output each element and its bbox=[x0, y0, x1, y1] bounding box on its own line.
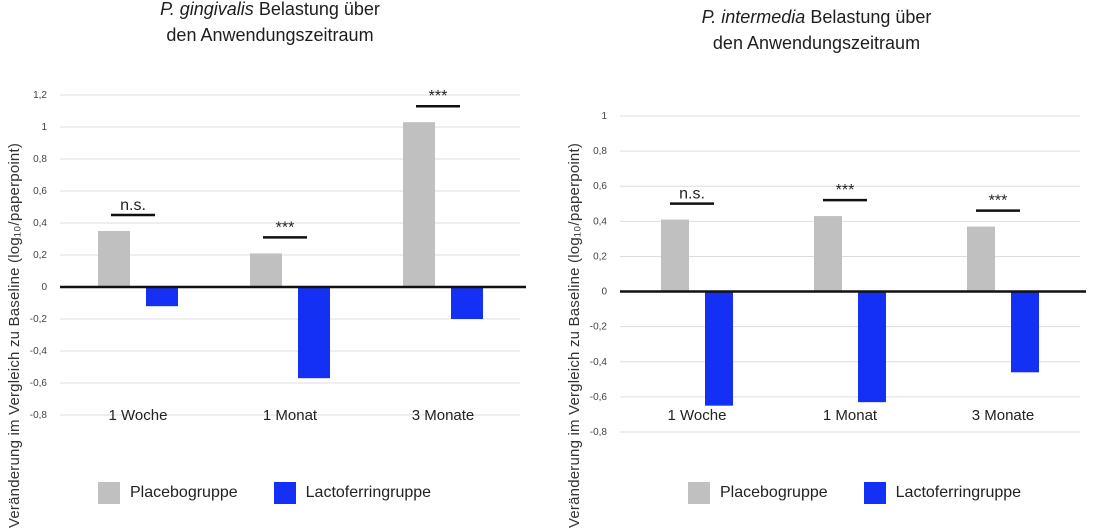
legend-label-placebo: Placebogruppe bbox=[130, 484, 238, 501]
y-tick-label: -0,2 bbox=[30, 314, 48, 325]
y-tick-label: 0,8 bbox=[33, 154, 47, 165]
lactoferrin-bar bbox=[146, 287, 178, 307]
chart-panel-gingivalis: P. gingivalis Belastung über den Anwendu… bbox=[0, 0, 540, 532]
chart-panel-intermedia: P. intermedia Belastung über den Anwendu… bbox=[560, 0, 1093, 532]
bar-chart-gingivalis: -0,8 -0,6 -0,4 -0,2 0 0,2 0,4 0,6 0,8 1 1,2 1 Woche… bbox=[30, 88, 526, 424]
y-tick-label: -0,8 bbox=[30, 410, 48, 421]
x-category-label: 1 Woche bbox=[668, 407, 727, 424]
y-tick-label: -0,6 bbox=[590, 392, 608, 403]
legend: Placebogruppe Lactoferringruppe bbox=[98, 482, 467, 504]
legend: Placebogruppe Lactoferringruppe bbox=[688, 482, 1057, 504]
chart-title-italic: P. intermedia bbox=[701, 7, 806, 27]
legend-item-lactoferrin: Lactoferringruppe bbox=[273, 482, 432, 504]
placebo-bar bbox=[250, 253, 282, 287]
lactoferrin-bar bbox=[705, 291, 733, 406]
legend-swatch-placebo bbox=[98, 482, 120, 504]
y-tick-label: 0,4 bbox=[593, 216, 607, 227]
lactoferrin-bar bbox=[298, 287, 330, 379]
significance-label: n.s. bbox=[120, 197, 146, 214]
y-tick-label: -0,6 bbox=[30, 378, 48, 389]
y-tick-label: 0,2 bbox=[33, 250, 47, 261]
x-category-label: 1 Woche bbox=[109, 407, 168, 424]
significance-label: *** bbox=[429, 88, 448, 105]
x-category-label: 3 Monate bbox=[972, 407, 1035, 424]
placebo-bar bbox=[403, 122, 435, 287]
x-category-label: 1 Monat bbox=[263, 407, 318, 424]
chart-title-rest: Belastung über bbox=[805, 7, 932, 27]
y-tick-label: 0 bbox=[41, 282, 47, 293]
y-tick-label: 1 bbox=[601, 111, 607, 122]
x-category-label: 1 Monat bbox=[823, 407, 878, 424]
y-tick-label: 0,4 bbox=[33, 218, 47, 229]
y-tick-label: 0,6 bbox=[593, 181, 607, 192]
significance-label: *** bbox=[989, 193, 1008, 210]
y-tick-label: -0,4 bbox=[30, 346, 48, 357]
y-tick-label: -0,8 bbox=[590, 427, 608, 438]
lactoferrin-bar bbox=[858, 291, 886, 403]
legend-label-lactoferrin: Lactoferringruppe bbox=[305, 484, 432, 501]
chart-title-line2: den Anwendungszeitraum bbox=[166, 25, 374, 45]
legend-swatch-lactoferrin bbox=[863, 482, 886, 504]
legend-item-placebo: Placebogruppe bbox=[688, 482, 828, 504]
placebo-bar bbox=[814, 216, 842, 292]
placebo-bar bbox=[967, 226, 995, 292]
placebo-bar bbox=[98, 231, 130, 287]
placebo-bar bbox=[661, 219, 689, 292]
y-tick-label: 1,2 bbox=[33, 90, 47, 101]
bar-chart-intermedia: -0,8 -0,6 -0,4 -0,2 0 0,2 0,4 0,6 0,8 1 1 Woche 1 M… bbox=[590, 111, 1086, 438]
chart-title-italic: P. gingivalis bbox=[160, 0, 254, 19]
significance-label: *** bbox=[836, 182, 855, 199]
legend-item-lactoferrin: Lactoferringruppe bbox=[863, 482, 1022, 504]
y-tick-label: 1 bbox=[41, 122, 47, 133]
significance-label: n.s. bbox=[679, 186, 705, 203]
legend-item-placebo: Placebogruppe bbox=[98, 482, 238, 504]
significance-label: *** bbox=[276, 219, 295, 236]
chart-title: P. intermedia Belastung über den Anwendu… bbox=[540, 4, 1093, 56]
chart-title: P. gingivalis Belastung über den Anwendu… bbox=[0, 0, 540, 48]
y-tick-label: 0,2 bbox=[593, 251, 607, 262]
legend-label-lactoferrin: Lactoferringruppe bbox=[895, 484, 1022, 501]
y-tick-label: 0,8 bbox=[593, 146, 607, 157]
chart-title-rest: Belastung über bbox=[253, 0, 380, 19]
legend-swatch-lactoferrin bbox=[273, 482, 296, 504]
y-tick-label: -0,2 bbox=[590, 322, 608, 333]
x-category-label: 3 Monate bbox=[412, 407, 475, 424]
y-tick-label: -0,4 bbox=[590, 357, 608, 368]
chart-title-line2: den Anwendungszeitraum bbox=[712, 33, 921, 53]
lactoferrin-bar bbox=[451, 287, 483, 319]
lactoferrin-bar bbox=[1011, 291, 1039, 373]
y-tick-label: 0,6 bbox=[33, 186, 47, 197]
legend-swatch-placebo bbox=[688, 482, 710, 504]
legend-label-placebo: Placebogruppe bbox=[720, 484, 828, 501]
y-tick-label: 0 bbox=[601, 287, 607, 298]
